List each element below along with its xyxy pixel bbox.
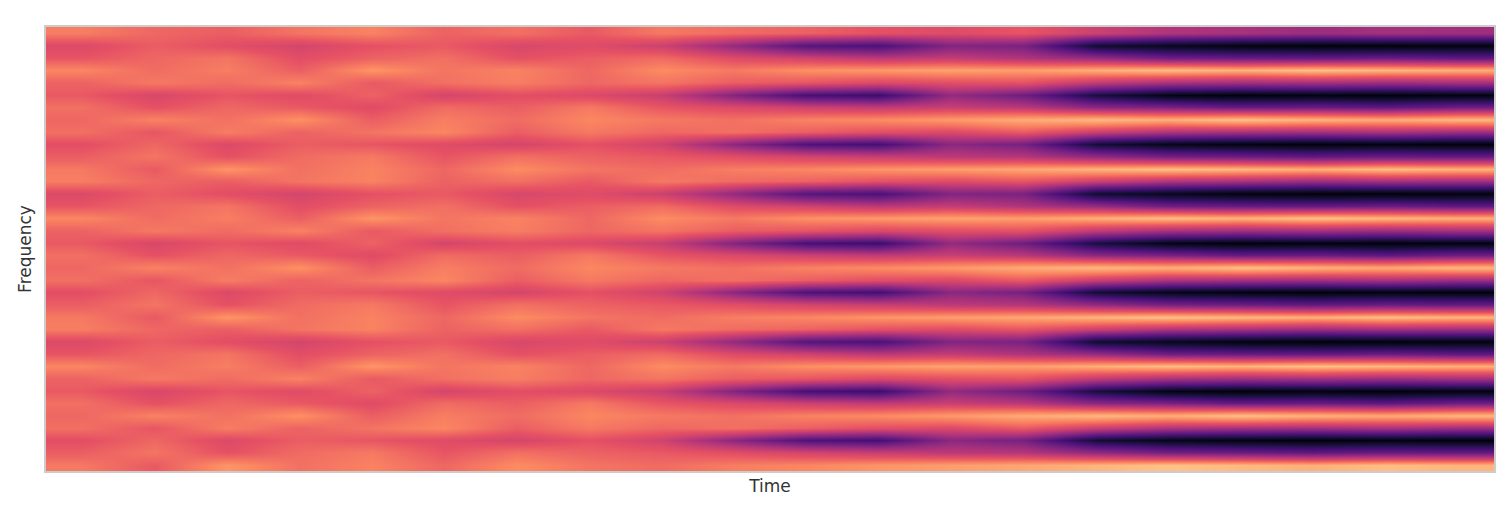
svg-text:Time: Time [748,476,791,496]
svg-text:Frequency: Frequency [15,205,35,293]
